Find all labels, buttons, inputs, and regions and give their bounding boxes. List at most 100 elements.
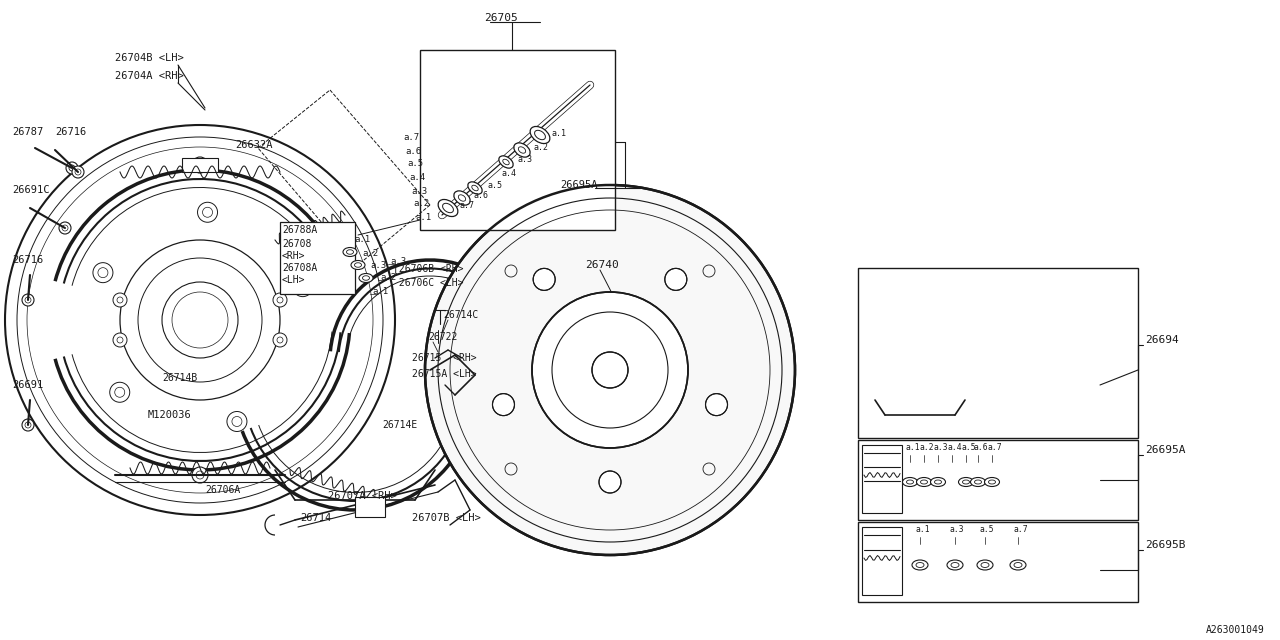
Text: 26740: 26740 xyxy=(585,260,618,270)
Text: a.2: a.2 xyxy=(362,248,378,257)
Text: a.1: a.1 xyxy=(552,129,567,138)
Text: a.1: a.1 xyxy=(415,214,431,223)
Ellipse shape xyxy=(472,185,479,191)
Bar xyxy=(355,497,385,517)
Circle shape xyxy=(532,292,689,448)
Ellipse shape xyxy=(916,477,932,486)
Text: a.3: a.3 xyxy=(390,257,406,266)
Text: 26714C: 26714C xyxy=(443,310,479,320)
Ellipse shape xyxy=(931,477,946,486)
Circle shape xyxy=(434,324,445,336)
Text: a.4: a.4 xyxy=(947,444,961,452)
Ellipse shape xyxy=(984,477,1000,486)
Circle shape xyxy=(433,343,443,353)
Text: <LH>: <LH> xyxy=(282,275,306,285)
Text: 26704B <LH>: 26704B <LH> xyxy=(115,53,184,63)
Text: 26708: 26708 xyxy=(282,239,311,249)
Text: [26706B <RH>: [26706B <RH> xyxy=(393,263,463,273)
Ellipse shape xyxy=(959,477,974,486)
Text: 26716: 26716 xyxy=(12,255,44,265)
Ellipse shape xyxy=(438,200,458,216)
Text: a.1: a.1 xyxy=(372,287,388,296)
Ellipse shape xyxy=(503,159,509,164)
Ellipse shape xyxy=(951,563,959,568)
Text: 26694: 26694 xyxy=(1146,335,1179,345)
Circle shape xyxy=(664,268,687,291)
Circle shape xyxy=(493,394,515,415)
Ellipse shape xyxy=(351,260,365,269)
Text: 26706C <LH>: 26706C <LH> xyxy=(393,278,463,288)
Circle shape xyxy=(273,333,287,347)
Text: a.3: a.3 xyxy=(933,444,947,452)
Ellipse shape xyxy=(530,127,550,143)
Ellipse shape xyxy=(970,477,986,486)
Text: 26695A: 26695A xyxy=(1146,445,1185,455)
Text: a.2: a.2 xyxy=(534,143,549,152)
Circle shape xyxy=(113,333,127,347)
Text: a.5: a.5 xyxy=(980,525,995,534)
Circle shape xyxy=(192,467,207,483)
Bar xyxy=(858,268,1138,438)
Text: 26787: 26787 xyxy=(12,127,44,137)
Text: a.7: a.7 xyxy=(987,444,1002,452)
Ellipse shape xyxy=(468,182,483,194)
Text: 26704A <RH>: 26704A <RH> xyxy=(115,71,184,81)
Text: 26714E: 26714E xyxy=(381,420,417,430)
Circle shape xyxy=(599,471,621,493)
Text: <RH>: <RH> xyxy=(282,251,306,261)
Text: a.1: a.1 xyxy=(355,236,370,244)
Circle shape xyxy=(59,222,70,234)
Ellipse shape xyxy=(906,480,914,484)
Ellipse shape xyxy=(988,480,996,484)
Text: a.3: a.3 xyxy=(411,188,428,196)
Text: 26716: 26716 xyxy=(55,127,86,137)
Ellipse shape xyxy=(977,560,993,570)
Ellipse shape xyxy=(443,204,453,212)
Text: a.7: a.7 xyxy=(403,134,419,143)
Text: a.2: a.2 xyxy=(919,444,933,452)
Circle shape xyxy=(273,293,287,307)
Text: a.3: a.3 xyxy=(518,156,532,164)
Text: 26705: 26705 xyxy=(484,13,517,23)
Ellipse shape xyxy=(355,263,361,268)
Bar xyxy=(858,522,1138,602)
Text: a.5: a.5 xyxy=(407,159,424,168)
Circle shape xyxy=(196,161,204,169)
Circle shape xyxy=(22,419,35,431)
Ellipse shape xyxy=(947,560,963,570)
Ellipse shape xyxy=(347,250,353,254)
Text: 26695B: 26695B xyxy=(1146,540,1185,550)
Text: 26632A: 26632A xyxy=(236,140,273,150)
Text: 26691C: 26691C xyxy=(12,185,50,195)
Text: M120036: M120036 xyxy=(148,410,192,420)
Bar xyxy=(861,445,902,513)
Ellipse shape xyxy=(343,248,357,257)
Circle shape xyxy=(705,394,727,415)
Text: 26715  <RH>: 26715 <RH> xyxy=(412,353,476,363)
Circle shape xyxy=(113,293,127,307)
Ellipse shape xyxy=(513,143,530,157)
Text: 26691: 26691 xyxy=(12,380,44,390)
Bar xyxy=(858,440,1138,520)
Bar xyxy=(182,158,218,172)
Text: 26706A: 26706A xyxy=(205,485,241,495)
Ellipse shape xyxy=(920,480,928,484)
Ellipse shape xyxy=(1014,563,1021,568)
Circle shape xyxy=(425,185,795,555)
Ellipse shape xyxy=(911,560,928,570)
Text: a.3: a.3 xyxy=(950,525,965,534)
Ellipse shape xyxy=(362,276,370,280)
Text: 26707A <RH>: 26707A <RH> xyxy=(328,491,397,501)
Ellipse shape xyxy=(358,273,372,282)
Text: a.2: a.2 xyxy=(413,200,429,209)
Text: A263001049: A263001049 xyxy=(1206,625,1265,635)
Ellipse shape xyxy=(916,563,924,568)
Text: a.1: a.1 xyxy=(915,525,929,534)
Bar xyxy=(280,222,355,294)
Ellipse shape xyxy=(518,147,526,153)
Text: 26715A <LH>: 26715A <LH> xyxy=(412,369,476,379)
Text: a.3: a.3 xyxy=(370,262,387,271)
Ellipse shape xyxy=(499,156,513,168)
Text: a.7: a.7 xyxy=(1012,525,1028,534)
Bar xyxy=(861,527,902,595)
